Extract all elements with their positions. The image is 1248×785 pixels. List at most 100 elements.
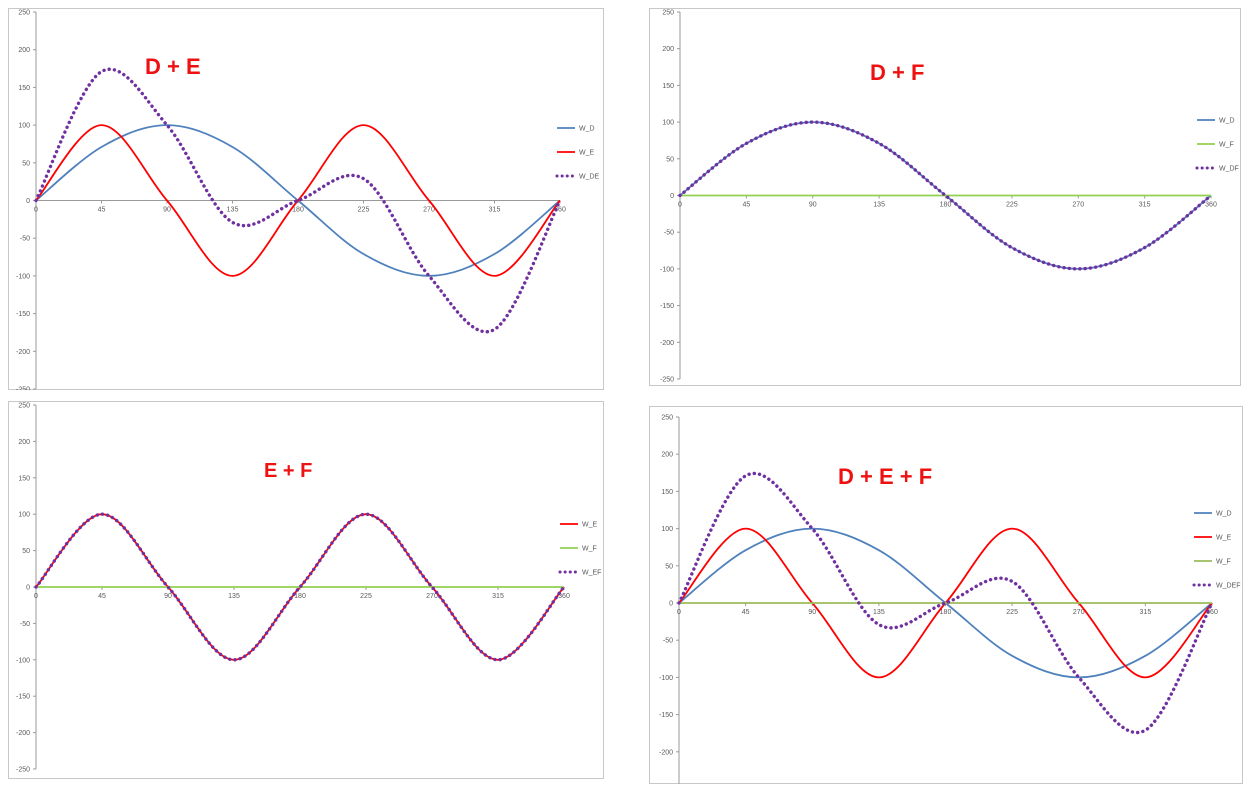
- legend-label: W_F: [1216, 559, 1231, 566]
- y-tick-label: 50: [666, 156, 674, 163]
- y-tick-label: 50: [665, 563, 673, 570]
- legend-label: W_F: [1219, 142, 1234, 149]
- y-tick-label: -50: [664, 230, 674, 237]
- x-tick-label: 45: [742, 609, 750, 616]
- legend-label: W_EF: [582, 570, 601, 577]
- legend-label: W_E: [579, 150, 595, 157]
- legend-label: W_DE: [579, 174, 600, 181]
- y-tick-label: -100: [16, 657, 30, 664]
- y-tick-label: -150: [16, 694, 30, 701]
- x-tick-label: 180: [294, 593, 306, 600]
- y-tick-label: 0: [670, 193, 674, 200]
- x-tick-label: 180: [940, 202, 952, 209]
- y-tick-label: -200: [659, 749, 673, 756]
- y-tick-label: -50: [20, 621, 30, 628]
- y-tick-label: 200: [661, 452, 673, 459]
- y-tick-label: 50: [22, 160, 30, 167]
- chart-area-border: [8, 401, 604, 779]
- x-tick-label: 270: [426, 593, 438, 600]
- series-line-w-def: [677, 471, 1214, 735]
- chart-title: D + E: [145, 54, 201, 79]
- legend-label: W_E: [582, 522, 598, 529]
- legend-label: W_D: [1216, 511, 1232, 518]
- chart-title: D + E + F: [838, 464, 932, 489]
- y-tick-label: -250: [660, 377, 674, 384]
- x-tick-label: 180: [292, 207, 304, 214]
- y-tick-label: 50: [22, 548, 30, 555]
- x-tick-label: 225: [1006, 609, 1018, 616]
- x-tick-label: 270: [1073, 609, 1085, 616]
- x-tick-label: 360: [554, 207, 566, 214]
- x-tick-label: 0: [34, 593, 38, 600]
- x-tick-label: 225: [358, 207, 370, 214]
- y-tick-label: 200: [662, 46, 674, 53]
- x-tick-label: 135: [227, 207, 239, 214]
- x-tick-label: 360: [1206, 609, 1218, 616]
- x-tick-label: 315: [1139, 202, 1151, 209]
- chart-d-f: 250 200 150 100 50 0 -50 -100 -150 -200 -250 0 45 90 1…: [649, 8, 1241, 386]
- legend-label: W_DEF: [1216, 583, 1241, 590]
- chart-title: E + F: [264, 460, 312, 482]
- x-tick-label: 135: [228, 593, 240, 600]
- y-tick-label: 0: [669, 601, 673, 608]
- chart-area-border: [649, 406, 1243, 784]
- x-tick-label: 0: [677, 609, 681, 616]
- legend-label: W_E: [1216, 535, 1232, 542]
- chart-title: D + F: [870, 60, 924, 85]
- y-tick-label: -100: [660, 266, 674, 273]
- x-tick-label: 90: [809, 202, 817, 209]
- y-tick-label: 250: [18, 10, 30, 17]
- x-tick-label: 315: [492, 593, 504, 600]
- y-tick-label: 200: [18, 439, 30, 446]
- y-tick-label: -50: [20, 236, 30, 243]
- x-tick-label: 90: [164, 593, 172, 600]
- x-tick-label: 180: [940, 609, 952, 616]
- y-tick-label: 250: [661, 415, 673, 422]
- x-tick-label: 90: [808, 609, 816, 616]
- y-tick-label: -100: [659, 675, 673, 682]
- chart-panel-e-f: 250 200 150 100 50 0 -50 -100 -150 -200 -250 0 45 90 1…: [8, 401, 604, 779]
- y-tick-label: 100: [662, 120, 674, 127]
- series-line-w-de: [34, 67, 562, 334]
- chart-panel-d-e: 250 200 150 100 50 0 -50 -100 -150 -200 -250 0 45 90 1…: [8, 8, 604, 390]
- y-tick-label: -250: [16, 767, 30, 774]
- y-tick-label: 150: [661, 489, 673, 496]
- y-tick-label: 250: [662, 10, 674, 17]
- y-tick-label: 0: [26, 585, 30, 592]
- y-tick-label: 150: [662, 83, 674, 90]
- chart-e-f: 250 200 150 100 50 0 -50 -100 -150 -200 -250 0 45 90 1…: [8, 401, 604, 779]
- x-tick-label: 225: [1006, 202, 1018, 209]
- y-tick-label: -100: [16, 273, 30, 280]
- chart-area-border: [8, 8, 604, 390]
- y-tick-label: 150: [18, 85, 30, 92]
- x-tick-label: 315: [489, 207, 501, 214]
- y-tick-label: -250: [16, 387, 30, 391]
- y-tick-label: 250: [18, 403, 30, 410]
- series-line-w-ef: [34, 512, 566, 662]
- y-tick-label: -150: [659, 712, 673, 719]
- chart-d-e-f: 250200150100500-50-100-150-200-250045901…: [649, 406, 1243, 784]
- x-tick-label: 135: [873, 609, 885, 616]
- x-tick-label: 0: [678, 202, 682, 209]
- x-tick-label: 45: [98, 207, 106, 214]
- chart-panel-d-f: 250 200 150 100 50 0 -50 -100 -150 -200 -250 0 45 90 1…: [649, 8, 1241, 386]
- x-tick-label: 45: [98, 593, 106, 600]
- y-tick-label: 100: [18, 512, 30, 519]
- x-tick-label: 225: [360, 593, 372, 600]
- x-tick-label: 45: [742, 202, 750, 209]
- legend-label: W_DF: [1219, 166, 1239, 173]
- y-tick-label: 200: [18, 47, 30, 54]
- x-tick-label: 315: [1140, 609, 1152, 616]
- y-tick-label: 0: [26, 198, 30, 205]
- y-tick-label: -150: [16, 311, 30, 318]
- chart-panel-d-e-f: 250200150100500-50-100-150-200-250045901…: [649, 406, 1243, 784]
- legend-label: W_F: [582, 546, 597, 553]
- legend-label: W_D: [1219, 118, 1235, 125]
- y-tick-label: -200: [660, 340, 674, 347]
- legend-label: W_D: [579, 126, 595, 133]
- y-tick-label: 100: [18, 123, 30, 130]
- y-tick-label: 150: [18, 475, 30, 482]
- x-tick-label: 270: [423, 207, 435, 214]
- series-line-w-e: [35, 124, 561, 277]
- x-tick-label: 135: [873, 202, 885, 209]
